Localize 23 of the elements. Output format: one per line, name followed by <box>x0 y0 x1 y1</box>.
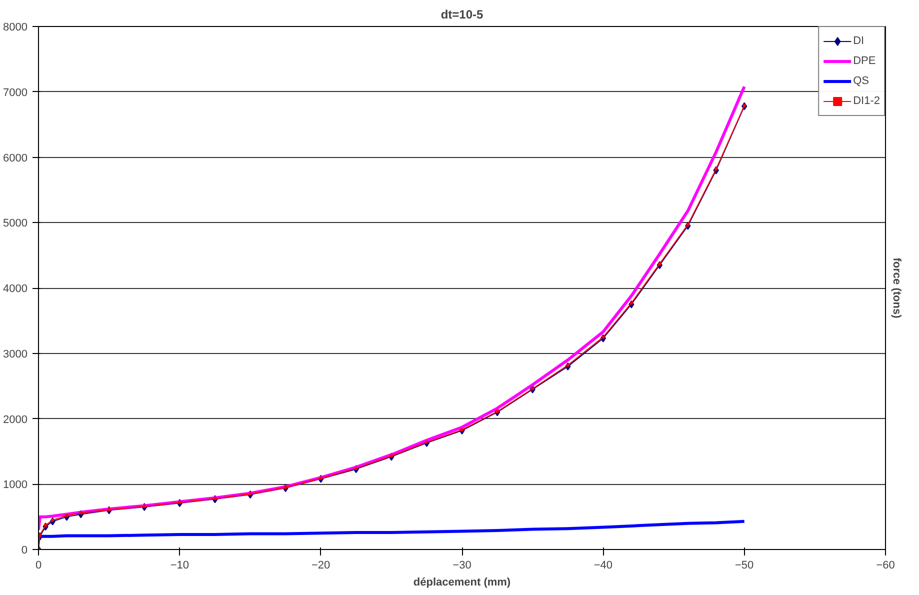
legend-label: DPE <box>853 55 876 67</box>
y-tick-label: 3000 <box>3 348 28 360</box>
y-tick-label: 2000 <box>3 414 28 426</box>
x-tick-label: −10 <box>170 560 190 572</box>
y-tick-label: 7000 <box>3 86 28 99</box>
y-tick-label: 0 <box>21 544 28 556</box>
y-tick-label: 6000 <box>3 152 28 164</box>
x-tick-label: −50 <box>735 560 754 572</box>
y-tick-label: 4000 <box>3 283 28 295</box>
y-tick-label: 1000 <box>3 479 28 492</box>
x-tick-label: −60 <box>876 560 895 572</box>
legend-label: DI <box>853 35 866 47</box>
legend-label: DI1-2 <box>853 95 880 107</box>
x-tick-label: 0 <box>35 560 42 572</box>
y-tick-label: 8000 <box>3 22 28 34</box>
x-axis-title: déplacement (mm) <box>413 576 511 588</box>
legend-label: QS <box>853 75 870 87</box>
x-tick-label: −40 <box>594 560 613 572</box>
y-tick-label: 5000 <box>3 218 28 230</box>
chart-title: dt=10-5 <box>440 8 484 22</box>
x-tick-label: −20 <box>312 560 330 572</box>
x-tick-label: −30 <box>452 560 472 572</box>
y-axis-title: force (tons) <box>890 258 902 319</box>
